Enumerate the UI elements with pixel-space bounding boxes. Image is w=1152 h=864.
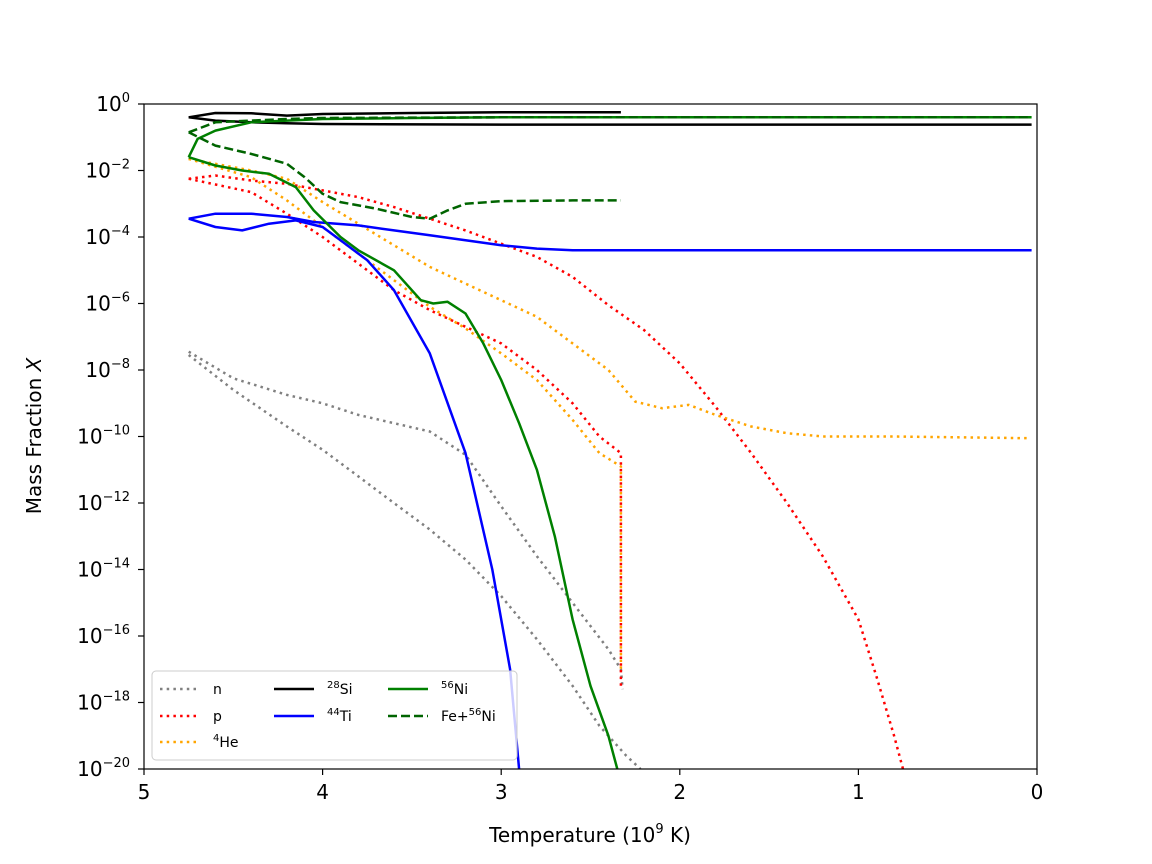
legend-label-p: p bbox=[213, 709, 222, 725]
y-tick-label--14: 10−14 bbox=[77, 557, 130, 582]
series-line-n-2 bbox=[187, 354, 642, 769]
y-tick-label-0: 100 bbox=[96, 91, 130, 116]
legend-box bbox=[151, 670, 518, 761]
y-tick-label--6: 10−6 bbox=[85, 291, 130, 316]
x-tick-label-1: 1 bbox=[852, 780, 865, 804]
x-tick-label-2: 2 bbox=[673, 780, 686, 804]
legend-label-n: n bbox=[213, 682, 222, 698]
x-tick-label-4: 4 bbox=[316, 780, 329, 804]
legend-label-he4: 4He bbox=[213, 733, 239, 751]
y-tick-label--4: 10−4 bbox=[85, 224, 130, 249]
x-tick-label-0: 0 bbox=[1031, 780, 1044, 804]
y-tick-label--8: 10−8 bbox=[85, 357, 130, 382]
y-tick-label--18: 10−18 bbox=[77, 690, 130, 715]
x-axis-label: Temperature (109 K) bbox=[488, 822, 691, 847]
y-tick-label--20: 10−20 bbox=[77, 756, 130, 781]
y-tick-label--12: 10−12 bbox=[77, 490, 130, 515]
legend-label-si28: 28Si bbox=[327, 680, 353, 698]
series-line-fe_ni56-2 bbox=[188, 131, 621, 220]
series-line-he4-1 bbox=[188, 157, 1029, 440]
series-line-ti44-1 bbox=[188, 212, 1032, 252]
legend-label-ni56: 56Ni bbox=[441, 680, 468, 698]
y-tick-label--10: 10−10 bbox=[77, 424, 130, 449]
y-axis: 100 10−2 10−4 10−6 10−8 10−10 10−12 10−14 10−16 1… bbox=[77, 91, 144, 781]
legend-label-fe_ni56: Fe+56Ni bbox=[441, 707, 496, 725]
x-tick-label-5: 5 bbox=[138, 780, 151, 804]
series-line-he4-2 bbox=[188, 157, 623, 670]
legend-label-ti44: 44Ti bbox=[327, 707, 352, 725]
y-tick-label--2: 10−2 bbox=[85, 158, 130, 183]
series-line-n-1 bbox=[188, 350, 624, 690]
x-axis: 5 4 3 2 1 0 bbox=[138, 769, 1044, 804]
series-line-si28-1 bbox=[188, 111, 621, 119]
series-line-ni56-2 bbox=[188, 156, 619, 769]
y-tick-label--16: 10−16 bbox=[77, 623, 130, 648]
series-line-fe_ni56-1 bbox=[188, 116, 1032, 134]
series-line-ti44-2 bbox=[188, 217, 521, 769]
y-axis-label: Mass Fraction X bbox=[22, 356, 46, 514]
x-tick-label-3: 3 bbox=[495, 780, 508, 804]
plot-lines bbox=[187, 111, 1032, 769]
legend: np 4He 28Si 44Ti 56Ni Fe+56Ni bbox=[151, 670, 518, 761]
